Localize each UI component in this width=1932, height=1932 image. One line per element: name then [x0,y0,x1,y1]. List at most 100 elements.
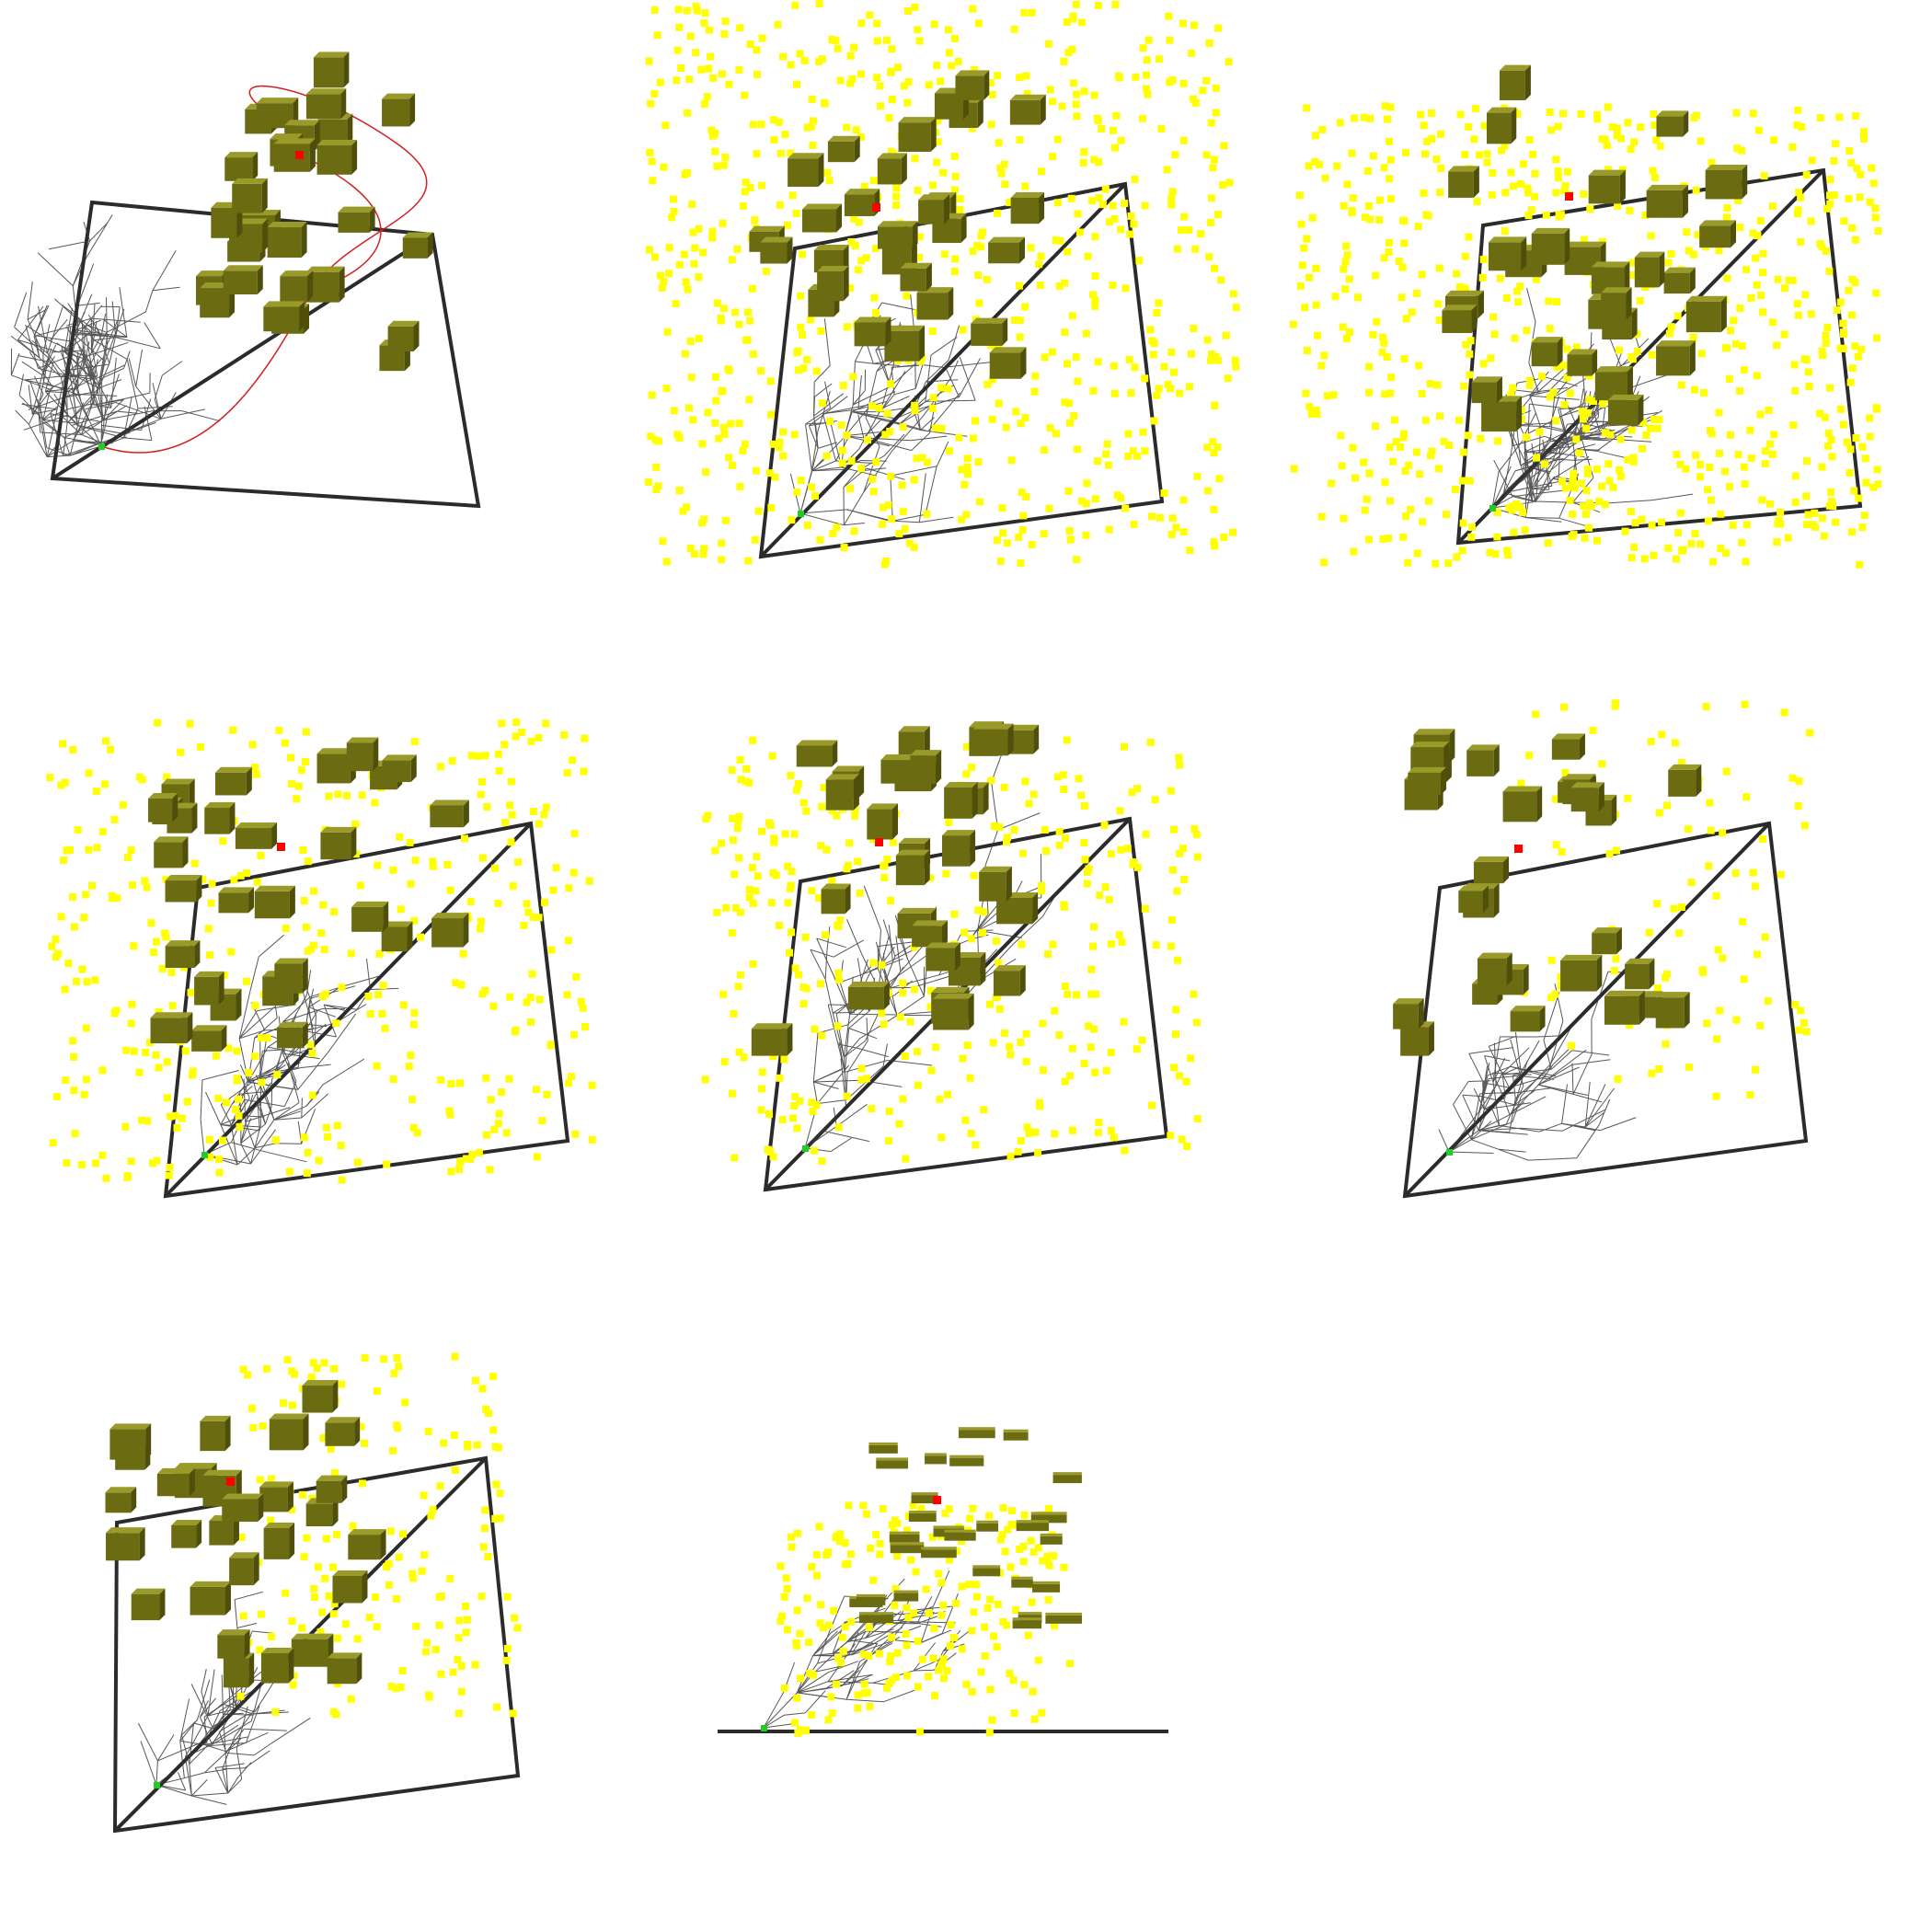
sample-point [1822,339,1830,347]
tree-edge [1526,287,1536,322]
tree-edge [10,353,20,375]
sample-point [651,436,660,444]
sample-point [888,515,896,523]
sample-point [939,1601,948,1609]
sample-point [835,976,843,984]
sample-point [1369,330,1377,339]
sample-point [1094,457,1101,466]
sample-point [735,320,743,328]
sample-point [298,1490,306,1499]
tree-edge [1600,1117,1637,1132]
sample-point [535,995,544,1004]
sample-point [727,420,735,428]
sample-point [1742,266,1750,274]
sample-point [1155,299,1163,307]
sample-point [1339,323,1347,331]
sample-point [285,1167,293,1176]
sample-point [1415,362,1423,370]
sample-point [494,750,502,758]
sample-point [986,79,995,86]
sample-point [330,1600,339,1608]
sample-point [972,1581,981,1589]
sample-point [857,132,865,141]
sample-point [1723,274,1731,282]
sample-point [1498,146,1506,155]
obstacle-box [1030,1512,1067,1524]
start-marker [802,1145,809,1152]
obstacle-box [955,70,990,100]
sample-point [876,1550,884,1558]
tree-edge [207,1742,247,1747]
sample-point [1673,312,1682,320]
sample-point [1738,146,1746,155]
sample-point [1617,134,1625,143]
tree-edge [101,368,124,379]
tree-edge [1579,425,1601,434]
sample-point [1300,244,1308,252]
tree-edge [899,406,929,425]
sample-point [1823,323,1832,331]
sample-point [736,755,744,764]
sample-point [478,1385,487,1393]
tree-edge [874,1636,901,1652]
sample-point [807,122,815,131]
sample-point [915,253,924,261]
sample-point [1513,287,1521,295]
sample-point [322,1535,330,1543]
sample-point [1732,339,1740,348]
tree-edge [240,1075,250,1098]
tree-edge [189,1722,194,1765]
sample-point [1175,753,1183,762]
sample-point [905,539,914,547]
sample-point [1046,86,1054,94]
sample-point [963,463,972,471]
tree-edge [1512,435,1545,447]
tree-edge [797,1681,829,1694]
sample-point [1524,189,1533,197]
tree-edge [1525,470,1542,499]
sample-point [776,201,784,209]
sample-point [318,993,327,1001]
sample-point [946,1642,954,1650]
sample-point [1312,301,1320,309]
sample-point [547,946,556,954]
sample-point [1016,316,1024,325]
tree-edge [234,1708,256,1737]
tree-edge [919,516,954,523]
tree-edge [1491,476,1526,509]
sample-point [677,64,685,72]
sample-point [127,1019,135,1028]
obstacle-box [154,836,189,868]
tree-edge [323,1004,348,1012]
sample-point [934,138,942,146]
tree-edge [844,1041,866,1058]
tree-edge [204,1768,227,1774]
goal-marker [277,843,285,851]
sample-point [63,846,71,855]
sample-point [205,951,213,960]
sample-point [656,271,664,280]
sample-point [1045,1561,1053,1570]
tree-edge [41,420,64,438]
tree-edge [812,1081,818,1104]
obstacle-box [796,740,838,767]
sample-point [502,1656,511,1664]
sample-point [1501,227,1509,236]
sample-point [1483,150,1491,158]
sample-point [779,452,788,460]
obstacle-box [1705,164,1748,200]
sample-point [736,483,744,490]
sample-point [902,1155,910,1163]
sample-point [1552,795,1559,803]
tree-edge [916,1605,957,1611]
sample-point [361,1354,369,1363]
tree-edge [102,405,127,421]
sample-point [912,1568,920,1576]
sample-point [1845,286,1853,294]
sample-point [839,382,847,389]
sample-point [880,862,888,870]
sample-point [1773,341,1781,350]
sample-point [289,1681,297,1689]
obstacle-box [1656,110,1689,137]
